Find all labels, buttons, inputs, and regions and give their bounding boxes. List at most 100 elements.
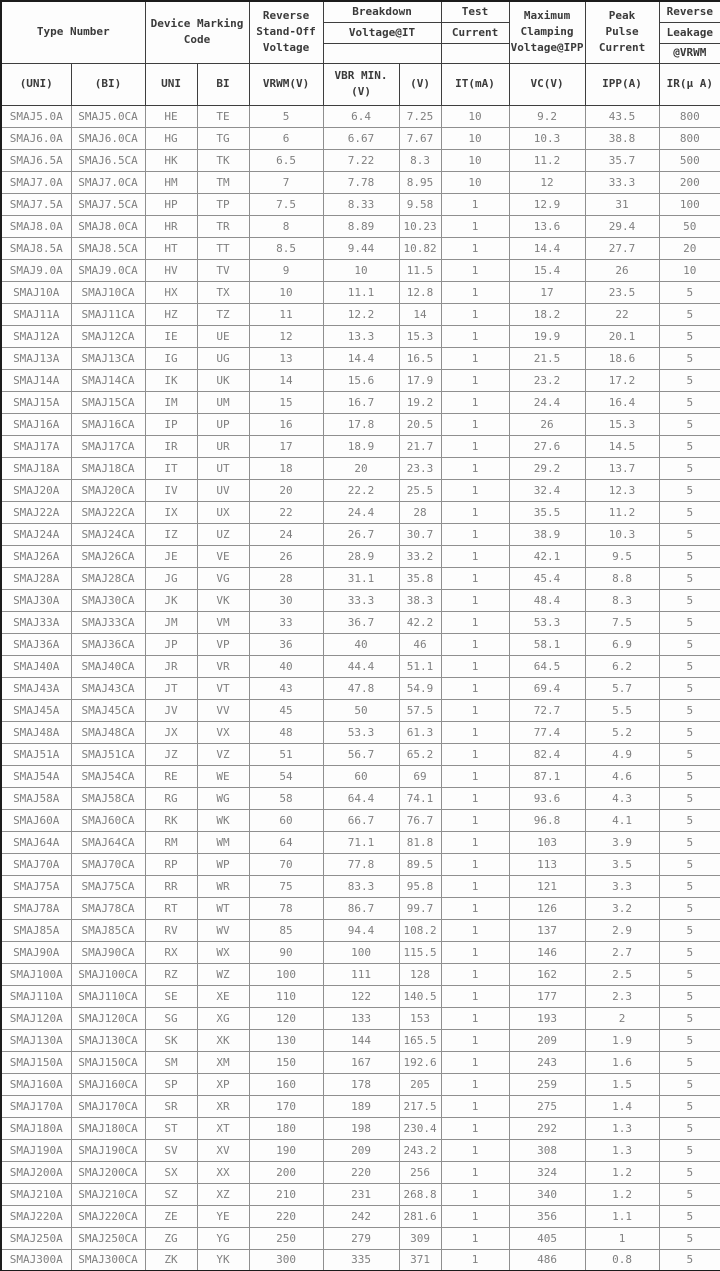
cell-marking-uni: HR: [144, 214, 198, 238]
cell-ir: 5: [658, 720, 720, 744]
cell-vrwm: 150: [248, 1050, 324, 1074]
cell-vbr-min: 64.4: [322, 786, 400, 810]
cell-marking-uni: ZE: [144, 1204, 198, 1228]
cell-ipp: 1.9: [584, 1028, 660, 1052]
cell-vrwm: 9: [248, 258, 324, 282]
cell-it: 1: [440, 1006, 510, 1030]
cell-vrwm: 20: [248, 478, 324, 502]
cell-type-bi: SMAJ48CA: [70, 720, 146, 744]
cell-vbr-min: 18.9: [322, 434, 400, 458]
cell-it: 1: [440, 1028, 510, 1052]
cell-ipp: 1.3: [584, 1138, 660, 1162]
cell-ir: 5: [658, 786, 720, 810]
header-reverse-standoff-voltage: Reverse Stand-Off Voltage: [248, 0, 324, 64]
cell-vbr-min: 231: [322, 1182, 400, 1206]
cell-type-uni: SMAJ250A: [0, 1226, 72, 1250]
cell-vbr-max: 8.3: [398, 148, 442, 172]
cell-type-uni: SMAJ30A: [0, 588, 72, 612]
cell-vc: 12: [508, 170, 586, 194]
cell-vbr-max: 9.58: [398, 192, 442, 216]
cell-ir: 5: [658, 610, 720, 634]
cell-vc: 121: [508, 874, 586, 898]
cell-ipp: 18.6: [584, 346, 660, 370]
cell-ipp: 27.7: [584, 236, 660, 260]
cell-it: 10: [440, 170, 510, 194]
cell-vc: 82.4: [508, 742, 586, 766]
table-row: SMAJ13A SMAJ13CA IG UG 13 14.4 16.5 1 21.5 18.6 5: [0, 346, 720, 370]
cell-vbr-min: 66.7: [322, 808, 400, 832]
cell-vbr-min: 133: [322, 1006, 400, 1030]
cell-type-uni: SMAJ8.5A: [0, 236, 72, 260]
cell-ipp: 2.7: [584, 940, 660, 964]
subheader-it: IT(mA): [440, 62, 510, 106]
cell-vrwm: 10: [248, 280, 324, 304]
cell-vrwm: 70: [248, 852, 324, 876]
cell-marking-bi: VM: [196, 610, 250, 634]
cell-vrwm: 12: [248, 324, 324, 348]
cell-type-bi: SMAJ90CA: [70, 940, 146, 964]
cell-type-uni: SMAJ36A: [0, 632, 72, 656]
cell-vbr-max: 281.6: [398, 1204, 442, 1228]
header-row-4: (UNI) (BI) UNI BI VRWM(V) VBR MIN. (V) (…: [0, 62, 720, 106]
cell-it: 1: [440, 852, 510, 876]
cell-vbr-max: 217.5: [398, 1094, 442, 1118]
cell-vrwm: 100: [248, 962, 324, 986]
cell-marking-bi: WM: [196, 830, 250, 854]
cell-it: 1: [440, 874, 510, 898]
cell-ipp: 5.7: [584, 676, 660, 700]
cell-marking-bi: TT: [196, 236, 250, 260]
table-row: SMAJ5.0A SMAJ5.0CA HE TE 5 6.4 7.25 10 9.2 43.5 80…: [0, 104, 720, 128]
cell-ipp: 6.2: [584, 654, 660, 678]
cell-ipp: 2: [584, 1006, 660, 1030]
cell-vbr-min: 94.4: [322, 918, 400, 942]
cell-type-uni: SMAJ15A: [0, 390, 72, 414]
cell-ipp: 1.2: [584, 1182, 660, 1206]
cell-it: 1: [440, 896, 510, 920]
cell-vbr-min: 86.7: [322, 896, 400, 920]
cell-marking-bi: XV: [196, 1138, 250, 1162]
cell-marking-uni: SE: [144, 984, 198, 1008]
cell-type-uni: SMAJ18A: [0, 456, 72, 480]
table-row: SMAJ48A SMAJ48CA JX VX 48 53.3 61.3 1 77.4 5.2 5: [0, 720, 720, 744]
cell-vc: 405: [508, 1226, 586, 1250]
table-row: SMAJ6.0A SMAJ6.0CA HG TG 6 6.67 7.67 10 10.3 38.8…: [0, 126, 720, 150]
cell-ipp: 1.5: [584, 1072, 660, 1096]
cell-marking-uni: JG: [144, 566, 198, 590]
cell-vbr-max: 8.95: [398, 170, 442, 194]
cell-ipp: 9.5: [584, 544, 660, 568]
cell-ipp: 3.9: [584, 830, 660, 854]
cell-vc: 13.6: [508, 214, 586, 238]
cell-it: 1: [440, 1204, 510, 1228]
cell-marking-uni: RK: [144, 808, 198, 832]
cell-vbr-max: 128: [398, 962, 442, 986]
cell-type-uni: SMAJ45A: [0, 698, 72, 722]
header-device-marking-code: Device Marking Code: [144, 0, 250, 64]
cell-ir: 5: [658, 1204, 720, 1228]
cell-type-uni: SMAJ7.0A: [0, 170, 72, 194]
cell-vc: 324: [508, 1160, 586, 1184]
table-row: SMAJ220A SMAJ220CA ZE YE 220 242 281.6 1 356 1.1 5: [0, 1204, 720, 1228]
cell-type-bi: SMAJ12CA: [70, 324, 146, 348]
cell-type-uni: SMAJ120A: [0, 1006, 72, 1030]
cell-type-bi: SMAJ8.5CA: [70, 236, 146, 260]
cell-vbr-max: 165.5: [398, 1028, 442, 1052]
cell-ir: 5: [658, 1182, 720, 1206]
cell-ir: 5: [658, 522, 720, 546]
table-row: SMAJ120A SMAJ120CA SG XG 120 133 153 1 193 2 5: [0, 1006, 720, 1030]
cell-type-bi: SMAJ210CA: [70, 1182, 146, 1206]
cell-vc: 356: [508, 1204, 586, 1228]
cell-marking-bi: XM: [196, 1050, 250, 1074]
cell-type-bi: SMAJ16CA: [70, 412, 146, 436]
cell-vbr-max: 65.2: [398, 742, 442, 766]
cell-ipp: 4.9: [584, 742, 660, 766]
cell-marking-uni: JX: [144, 720, 198, 744]
cell-marking-bi: VR: [196, 654, 250, 678]
cell-it: 1: [440, 808, 510, 832]
cell-type-uni: SMAJ26A: [0, 544, 72, 568]
cell-marking-uni: HK: [144, 148, 198, 172]
cell-type-uni: SMAJ60A: [0, 808, 72, 832]
cell-vbr-max: 69: [398, 764, 442, 788]
cell-vbr-min: 209: [322, 1138, 400, 1162]
cell-type-uni: SMAJ6.0A: [0, 126, 72, 150]
cell-vrwm: 130: [248, 1028, 324, 1052]
